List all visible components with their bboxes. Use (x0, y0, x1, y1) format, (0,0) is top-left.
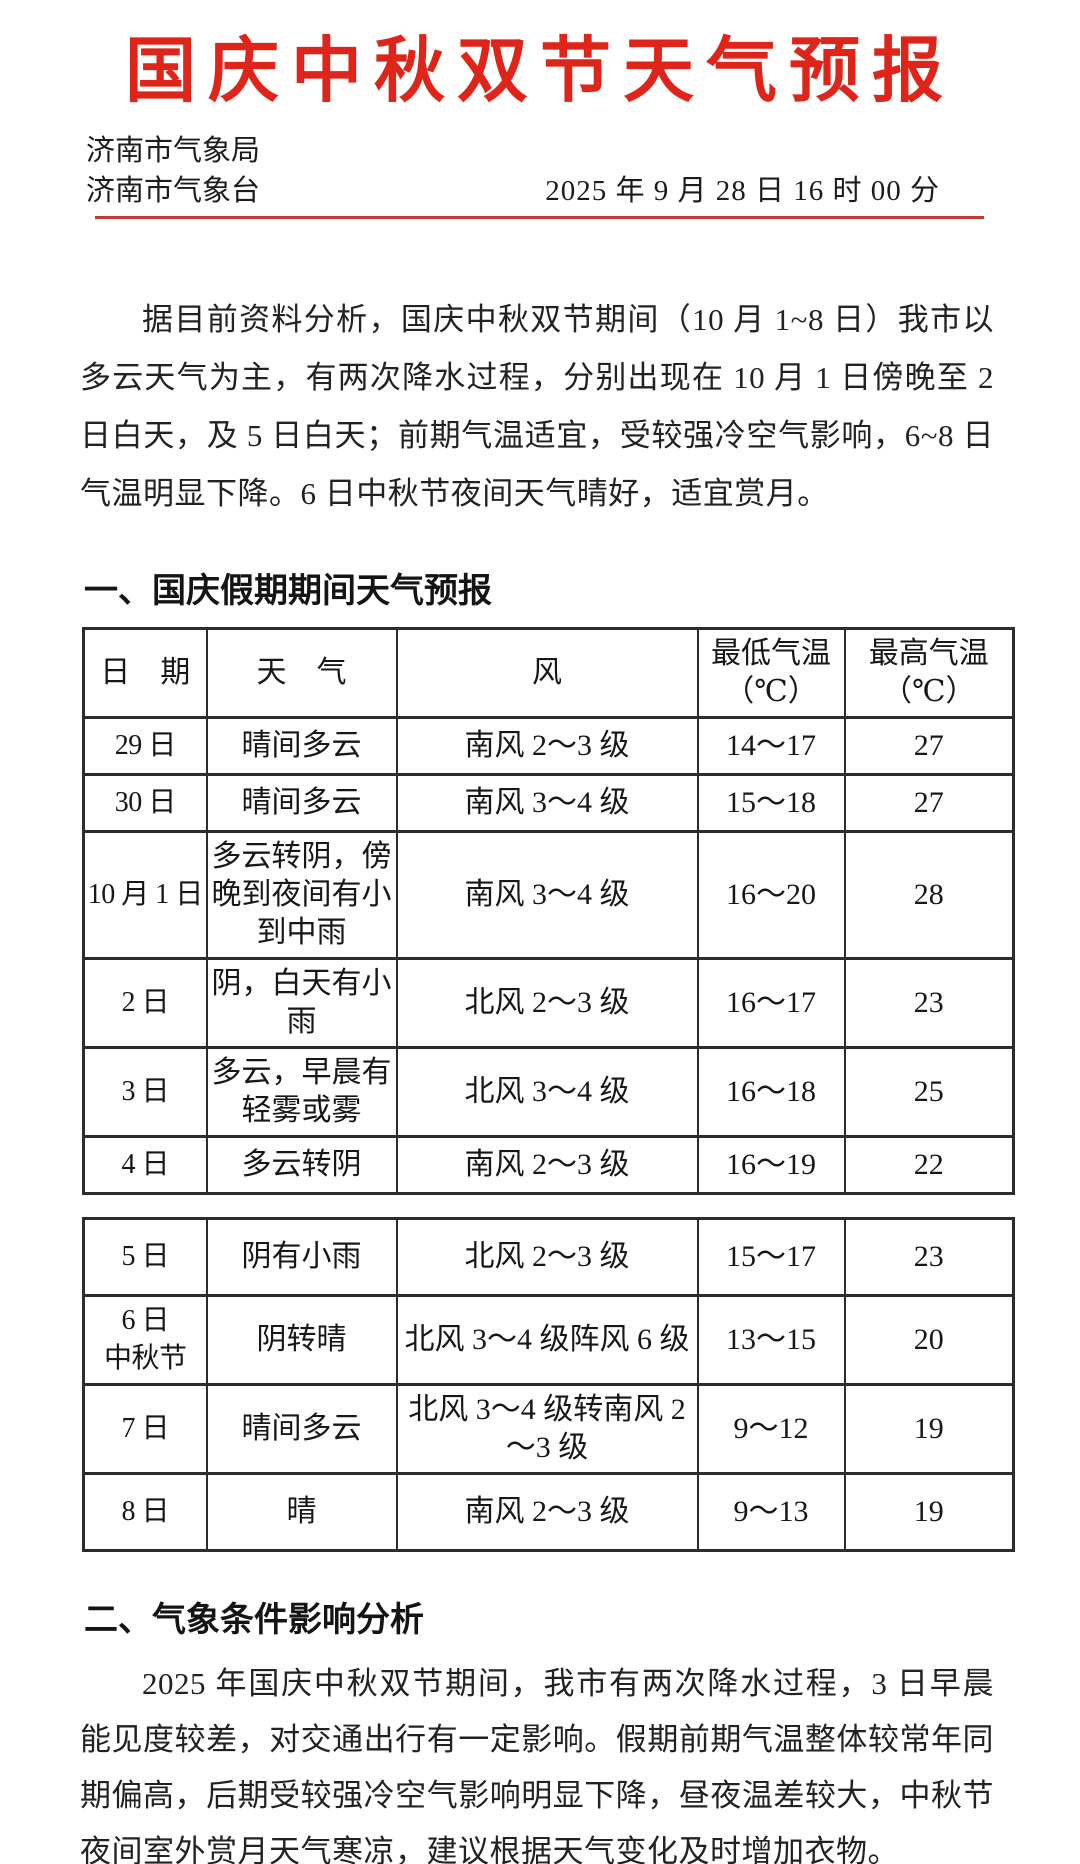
header-date: 日 期 (82, 627, 208, 720)
cell-wind: 南风 2～3 级 (395, 1472, 699, 1553)
cell-high-temp: 25 (843, 1046, 1015, 1139)
cell-date: 4 日 (82, 1135, 208, 1196)
cell-date: 29 日 (82, 716, 208, 777)
cell-low-temp: 16～20 (696, 830, 846, 961)
cell-date: 10 月 1 日 (82, 830, 208, 961)
cell-weather: 阴转晴 (205, 1294, 398, 1387)
cell-date: 30 日 (82, 773, 208, 834)
cell-high-temp: 19 (843, 1383, 1015, 1476)
table-row: 3 日多云，早晨有轻雾或雾 北风 3～4 级 16～18 25 (82, 1046, 1015, 1139)
cell-date: 6 日 中秋节 (82, 1294, 208, 1387)
masthead: 济南市气象局 济南市气象台 2025 年 9 月 28 日 16 时 00 分 (86, 131, 940, 211)
cell-high-temp: 19 (843, 1472, 1015, 1553)
cell-date: 2 日 (82, 957, 208, 1050)
cell-wind: 南风 3～4 级 (395, 830, 699, 961)
table-row: 5 日阴有小雨 北风 2～3 级 15～17 23 (82, 1217, 1015, 1298)
header-row: 日 期天 气风最低气温 （℃） 最高气温 （℃） (82, 627, 1015, 720)
cell-low-temp: 16～18 (696, 1046, 846, 1139)
cell-high-temp: 28 (843, 830, 1015, 961)
cell-low-temp: 14～17 (696, 716, 846, 777)
agency-line-bureau: 济南市气象局 (86, 135, 261, 168)
forecast-table-part2: 5 日阴有小雨 北风 2～3 级 15～17 23 6 日 中秋节 阴转晴 北风 3～4 级… (82, 1217, 1015, 1553)
cell-high-temp: 22 (843, 1135, 1015, 1196)
table-row: 7 日晴间多云 北风 3～4 级转南风 2～3 级 9～12 19 (82, 1383, 1015, 1476)
header-high-temp: 最高气温 （℃） (843, 627, 1015, 720)
cell-weather: 晴间多云 (205, 716, 398, 777)
section-2-title: 二、气象条件影响分析 (84, 1601, 424, 1640)
cell-wind: 南风 2～3 级 (395, 1135, 699, 1196)
cell-low-temp: 15～18 (696, 773, 846, 834)
cell-high-temp: 23 (843, 957, 1015, 1050)
header-low-temp: 最低气温 （℃） (696, 627, 846, 720)
cell-high-temp: 20 (843, 1294, 1015, 1387)
red-divider-rule (95, 216, 984, 220)
analysis-paragraph: 2025 年国庆中秋双节期间，我市有两次降水过程，3 日早晨能见度较差，对交通出… (80, 1666, 994, 1864)
cell-wind: 北风 3～4 级转南风 2～3 级 (395, 1383, 699, 1476)
cell-wind: 南风 3～4 级 (395, 773, 699, 834)
cell-weather: 晴间多云 (205, 773, 398, 834)
table-row: 6 日 中秋节 阴转晴 北风 3～4 级阵风 6 级 13～15 20 (82, 1294, 1015, 1387)
table-row: 4 日多云转阴 南风 2～3 级 16～19 22 (82, 1135, 1015, 1196)
cell-weather: 阴，白天有小雨 (205, 957, 398, 1050)
cell-weather: 晴 (205, 1472, 398, 1553)
table-row: 2 日阴，白天有小雨 北风 2～3 级 16～17 23 (82, 957, 1015, 1050)
page-title: 国庆中秋双节天气预报 (124, 32, 955, 111)
cell-weather: 多云，早晨有轻雾或雾 (205, 1046, 398, 1139)
header-weather: 天 气 (205, 627, 398, 720)
cell-weather: 晴间多云 (205, 1383, 398, 1476)
cell-date: 5 日 (82, 1217, 208, 1298)
cell-low-temp: 9～12 (696, 1383, 846, 1476)
cell-date: 3 日 (82, 1046, 208, 1139)
intro-paragraph: 据目前资料分析，国庆中秋双节期间（10 月 1~8 日）我市以多云天气为主，有两… (80, 302, 994, 512)
table-row: 29 日晴间多云 南风 2～3 级 14～17 27 (82, 716, 1015, 777)
table-row: 8 日晴南风 2～3 级 9～13 19 (82, 1472, 1015, 1553)
cell-wind: 南风 2～3 级 (395, 716, 699, 777)
cell-weather: 多云转阴 (205, 1135, 398, 1196)
cell-high-temp: 23 (843, 1217, 1015, 1298)
issue-datetime: 2025 年 9 月 28 日 16 时 00 分 (545, 175, 940, 208)
cell-low-temp: 16～17 (696, 957, 846, 1050)
cell-wind: 北风 2～3 级 (395, 1217, 699, 1298)
cell-wind: 北风 2～3 级 (395, 957, 699, 1050)
cell-wind: 北风 3～4 级 (395, 1046, 699, 1139)
cell-low-temp: 15～17 (696, 1217, 846, 1298)
cell-weather: 多云转阴，傍晚到夜间有小到中雨 (205, 830, 398, 961)
table-row: 30 日晴间多云 南风 3～4 级 15～18 27 (82, 773, 1015, 834)
cell-low-temp: 9～13 (696, 1472, 846, 1553)
cell-weather: 阴有小雨 (205, 1217, 398, 1298)
cell-date: 7 日 (82, 1383, 208, 1476)
cell-high-temp: 27 (843, 773, 1015, 834)
cell-low-temp: 13～15 (696, 1294, 846, 1387)
table-row: 10 月 1 日多云转阴，傍晚到夜间有小到中雨 南风 3～4 级 16～20 28 (82, 830, 1015, 961)
header-wind: 风 (395, 627, 699, 720)
agency-line-observatory: 济南市气象台 (86, 175, 261, 208)
cell-wind: 北风 3～4 级阵风 6 级 (395, 1294, 699, 1387)
cell-date: 8 日 (82, 1472, 208, 1553)
cell-low-temp: 16～19 (696, 1135, 846, 1196)
agency-block: 济南市气象局 济南市气象台 (86, 131, 260, 211)
section-1-title: 一、国庆假期期间天气预报 (84, 572, 492, 611)
cell-high-temp: 27 (843, 716, 1015, 777)
